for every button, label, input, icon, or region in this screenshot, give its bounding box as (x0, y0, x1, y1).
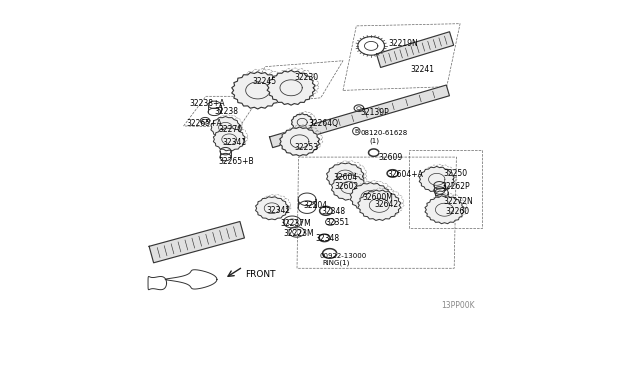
Text: 32270: 32270 (218, 125, 242, 134)
Text: 32260: 32260 (445, 208, 469, 217)
Text: 32250: 32250 (443, 169, 467, 177)
Polygon shape (350, 183, 390, 212)
Polygon shape (267, 70, 315, 105)
Text: 00922-13000: 00922-13000 (319, 253, 367, 259)
Text: 32219N: 32219N (388, 39, 419, 48)
Text: 32351: 32351 (326, 218, 349, 227)
Text: (1): (1) (369, 138, 379, 144)
Text: 13PP00K: 13PP00K (441, 301, 475, 310)
Polygon shape (232, 72, 284, 109)
Text: 32342: 32342 (266, 206, 291, 215)
Text: 32604: 32604 (333, 173, 357, 182)
Text: 32139P: 32139P (361, 108, 390, 117)
Text: 32602: 32602 (334, 182, 358, 191)
Text: 32241: 32241 (411, 65, 435, 74)
Text: 32348: 32348 (316, 234, 340, 243)
Text: RING(1): RING(1) (322, 259, 349, 266)
Text: 32204: 32204 (303, 201, 328, 210)
Text: 32230: 32230 (294, 73, 318, 82)
Polygon shape (255, 197, 288, 220)
Polygon shape (291, 114, 313, 131)
Polygon shape (213, 128, 245, 151)
Text: 32238+A: 32238+A (189, 99, 225, 108)
Text: 32245: 32245 (253, 77, 276, 86)
Polygon shape (326, 163, 364, 190)
Polygon shape (358, 190, 401, 221)
Text: 32600M: 32600M (363, 193, 394, 202)
Text: FRONT: FRONT (245, 270, 276, 279)
Text: 32264Q: 32264Q (308, 119, 338, 128)
Text: 32272N: 32272N (443, 197, 473, 206)
Text: 32253: 32253 (295, 142, 319, 151)
Text: 32265+A: 32265+A (187, 119, 222, 128)
Text: 08120-61628: 08120-61628 (361, 130, 408, 136)
Polygon shape (419, 166, 454, 192)
Polygon shape (425, 196, 464, 224)
Text: 32604+A: 32604+A (387, 170, 423, 179)
Text: 32609: 32609 (378, 153, 403, 161)
Text: 32265+B: 32265+B (218, 157, 253, 166)
Text: 32348: 32348 (322, 207, 346, 216)
Text: B: B (354, 129, 358, 134)
Text: 32223M: 32223M (283, 229, 314, 238)
Polygon shape (280, 127, 319, 156)
Text: 32262P: 32262P (442, 182, 470, 190)
Polygon shape (149, 221, 244, 263)
Text: 32237M: 32237M (280, 219, 311, 228)
Polygon shape (269, 85, 449, 148)
Polygon shape (332, 175, 366, 200)
Polygon shape (376, 32, 454, 67)
Polygon shape (211, 116, 240, 138)
Text: 32642: 32642 (375, 200, 399, 209)
Text: 32341: 32341 (223, 138, 247, 147)
Text: 32238: 32238 (214, 108, 238, 116)
